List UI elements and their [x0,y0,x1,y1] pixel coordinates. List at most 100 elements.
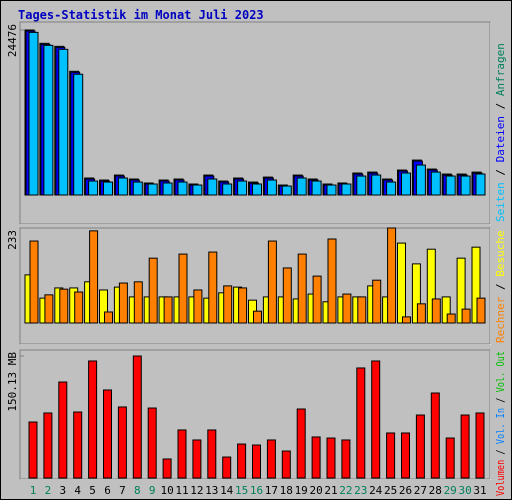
legend-entry: Dateien [494,116,507,162]
legend-entry: Anfragen [494,43,507,96]
x-tick-label: 22 [339,484,352,497]
bar [312,275,322,324]
legend-separator: / [494,392,507,408]
bar [341,439,351,479]
bar [58,381,68,479]
x-tick-label: 13 [205,484,218,497]
bar [223,285,233,324]
bar [386,432,396,479]
bar [89,230,99,324]
bar [43,412,53,479]
bar [147,407,157,479]
bar [59,288,69,324]
legend-entry: Vol. Out [494,351,507,392]
bar [402,316,411,324]
bar [372,279,382,324]
bar [43,44,54,196]
bar [356,175,367,196]
legend: Seiten / Dateien / Anfragen [494,43,507,222]
x-tick-label: 6 [104,484,111,497]
bar [118,282,128,324]
bar [431,298,441,324]
x-tick-label: 19 [295,484,308,497]
bar [475,173,486,196]
bar [253,310,262,324]
x-tick-label: 7 [119,484,126,497]
bar [401,432,410,479]
bar [222,183,233,196]
bar [411,263,421,324]
bar [371,174,382,196]
bar [357,296,367,324]
bar [326,437,336,479]
bar [252,183,262,196]
bar [441,296,451,324]
legend-separator: / [494,162,507,182]
bar [460,414,470,479]
bar [387,227,397,324]
bar [74,291,84,324]
y-tick-label: 150.13 MB [6,352,19,412]
x-tick-label: 25 [384,484,397,497]
bar [208,251,218,324]
bar [103,389,112,479]
panel [19,227,491,345]
bar [297,253,307,324]
bar [282,267,292,324]
bar [103,181,113,196]
bar [460,175,471,196]
x-tick-label: 31 [473,484,486,497]
bar [311,436,321,479]
bar [296,408,306,479]
bar [326,184,337,196]
x-tick-label: 9 [149,484,156,497]
x-tick-label: 18 [280,484,293,497]
bar [73,73,84,196]
x-tick-label: 16 [250,484,263,497]
bar [207,429,217,479]
legend-entry: Besuche [494,230,507,276]
bar [177,181,188,196]
bar [117,406,127,479]
bar [296,177,307,196]
legend-entry: Rechner [494,296,507,343]
bar [104,311,113,324]
x-tick-label: 20 [309,484,322,497]
bar [386,181,397,196]
x-tick-label: 2 [45,484,52,497]
x-tick-label: 23 [354,484,367,497]
bar [430,392,440,479]
bar [476,297,486,324]
x-tick-label: 21 [324,484,337,497]
bar [28,421,38,479]
bar [445,175,456,196]
x-tick-label: 10 [160,484,173,497]
bar [58,48,69,196]
x-tick-label: 8 [134,484,141,497]
x-tick-label: 29 [444,484,457,497]
x-tick-label: 30 [458,484,471,497]
bar [44,294,54,324]
x-tick-label: 12 [190,484,203,497]
bar [281,450,291,479]
bar [192,184,203,196]
bar [475,412,485,479]
bar [430,171,441,196]
bar [266,179,277,196]
bar [177,429,187,479]
bar [147,183,158,196]
bar [416,303,426,324]
x-tick-label: 28 [429,484,442,497]
bar [415,164,426,196]
legend-separator: / [494,277,507,297]
bar [266,439,276,479]
x-tick-label: 17 [265,484,278,497]
x-tick-label: 3 [59,484,66,497]
bar [471,246,481,324]
legend-entry: Vol. In [494,408,507,444]
bar [252,444,261,479]
bar [327,238,337,324]
legend-separator: / [494,444,507,460]
x-tick-label: 26 [399,484,412,497]
bar [29,240,39,324]
